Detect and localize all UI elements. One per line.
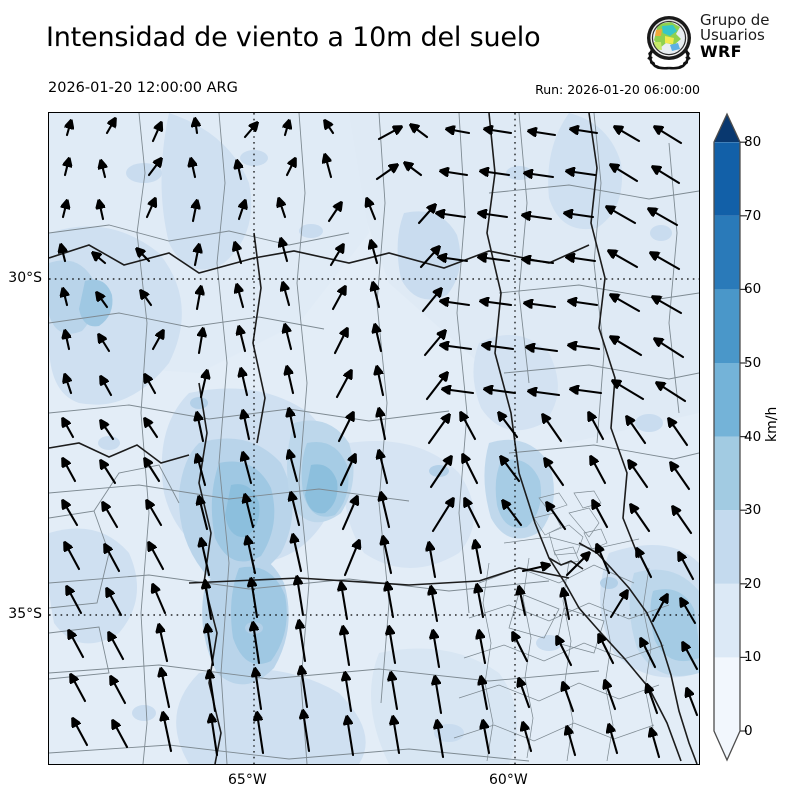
wind-speed-contours: [49, 113, 699, 764]
valid-time-label: 2026-01-20 12:00:00 ARG: [48, 80, 238, 96]
colorbar[interactable]: 80 70 60 50 40 30 20 10 0 km/h: [706, 112, 800, 772]
wind-speed-map[interactable]: [48, 112, 700, 765]
colorbar-ticks: [740, 141, 747, 732]
logo-line-3: WRF: [700, 41, 742, 61]
map-canvas: [49, 113, 699, 764]
colorbar-svg: [713, 112, 747, 762]
colorbar-tick-30: 30: [744, 502, 762, 518]
logo-line-2: Usuarios: [700, 26, 765, 45]
page-title: Intensidad de viento a 10m del suelo: [46, 22, 541, 53]
wind-direction-arrows: [61, 119, 699, 759]
colorbar-unit-label: km/h: [764, 406, 780, 442]
colorbar-tick-40: 40: [744, 429, 762, 445]
colorbar-tick-50: 50: [744, 355, 762, 371]
graticule: [49, 113, 699, 764]
y-tick-label-35S: 35°S: [8, 606, 42, 622]
x-tick-label-60W: 60°W: [489, 772, 528, 788]
colorbar-tick-10: 10: [744, 649, 762, 665]
wrf-globe-emblem-icon: [647, 16, 691, 70]
colorbar-bands: [714, 114, 740, 760]
colorbar-tick-60: 60: [744, 281, 762, 297]
run-time-label: Run: 2026-01-20 06:00:00: [535, 82, 700, 97]
colorbar-tick-20: 20: [744, 576, 762, 592]
logo-wordmark: Grupo de Usuarios WRF: [700, 11, 770, 61]
wrf-user-group-logo: Grupo de Usuarios WRF: [640, 12, 796, 74]
colorbar-tick-70: 70: [744, 208, 762, 224]
logo-line-1: Grupo de: [700, 11, 770, 29]
x-tick-label-65W: 65°W: [228, 772, 267, 788]
colorbar-tick-0: 0: [744, 723, 753, 739]
colorbar-tick-80: 80: [744, 134, 762, 150]
y-tick-label-30S: 30°S: [8, 270, 42, 286]
